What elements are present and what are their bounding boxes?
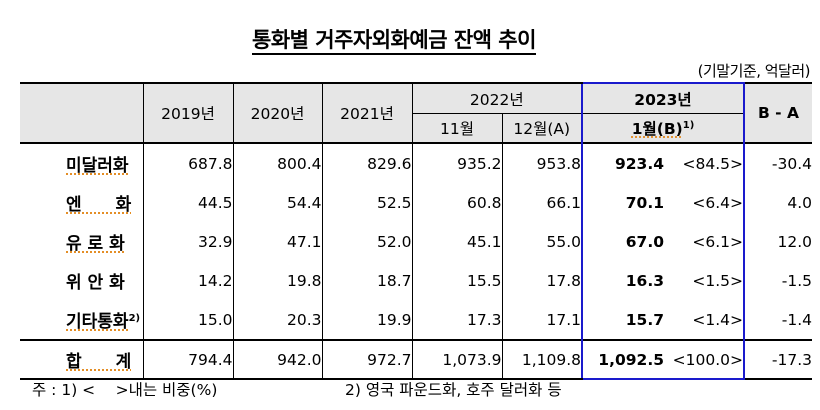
cell-2020: 47.1 xyxy=(232,222,322,261)
cell-dec-2022: 17.8 xyxy=(501,261,582,300)
cell-diff: -30.4 xyxy=(743,142,812,183)
header-nov-2022: 11월 xyxy=(411,113,502,143)
cell-2021: 19.9 xyxy=(321,300,412,340)
row-label: 기타통화2) xyxy=(66,312,141,332)
cell-diff: -17.3 xyxy=(743,339,812,380)
cell-2019: 44.5 xyxy=(142,183,233,222)
table-row: 위 안 화 14.2 19.8 18.7 15.5 17.8 16.3 <1.5… xyxy=(20,261,812,300)
header-2020: 2020년 xyxy=(232,82,322,143)
cell-nov-2022: 15.5 xyxy=(411,261,502,300)
cell-2020: 800.4 xyxy=(232,142,322,183)
cell-2019: 15.0 xyxy=(142,300,233,340)
row-label: 엔 화 xyxy=(66,195,132,215)
cell-share: <1.4> xyxy=(664,300,745,340)
cell-diff: -1.5 xyxy=(743,261,812,300)
cell-nov-2022: 60.8 xyxy=(411,183,502,222)
footnote-2: 2) 영국 파운드화, 호주 달러화 등 xyxy=(345,381,562,399)
cell-2021: 52.0 xyxy=(321,222,412,261)
cell-2020: 20.3 xyxy=(232,300,322,340)
cell-dec-2022: 55.0 xyxy=(501,222,582,261)
cell-diff: 4.0 xyxy=(743,183,812,222)
header-2023: 2023년 xyxy=(581,82,745,114)
page-title: 통화별 거주자외화예금 잔액 추이 xyxy=(252,27,536,55)
cell-nov-2022: 45.1 xyxy=(411,222,502,261)
cell-share: <84.5> xyxy=(664,142,745,183)
cell-2021: 52.5 xyxy=(321,183,412,222)
row-label: 합 계 xyxy=(20,339,143,380)
table-row: 미달러화 687.8 800.4 829.6 935.2 953.8 923.4… xyxy=(20,142,812,183)
cell-jan-2023: 923.4 xyxy=(581,142,664,183)
cell-jan-2023: 15.7 xyxy=(581,300,664,340)
cell-2020: 942.0 xyxy=(232,339,322,380)
cell-share: <6.1> xyxy=(664,222,745,261)
header-2019: 2019년 xyxy=(142,82,233,143)
cell-2019: 794.4 xyxy=(142,339,233,380)
table-row: 유 로 화 32.9 47.1 52.0 45.1 55.0 67.0 <6.1… xyxy=(20,222,812,261)
cell-jan-2023: 1,092.5 xyxy=(581,339,664,380)
header-2021: 2021년 xyxy=(321,82,412,143)
table-row: 기타통화2) 15.0 20.3 19.9 17.3 17.1 15.7 <1.… xyxy=(20,300,812,340)
unit-label: (기말기준, 억달러) xyxy=(697,62,811,80)
cell-nov-2022: 935.2 xyxy=(411,142,502,183)
total-row: 합 계 794.4 942.0 972.7 1,073.9 1,109.8 1,… xyxy=(20,339,812,380)
cell-jan-2023: 67.0 xyxy=(581,222,664,261)
header-2022: 2022년 xyxy=(411,82,582,114)
cell-2020: 54.4 xyxy=(232,183,322,222)
cell-dec-2022: 953.8 xyxy=(501,142,582,183)
cell-nov-2022: 1,073.9 xyxy=(411,339,502,380)
cell-2019: 14.2 xyxy=(142,261,233,300)
cell-2019: 32.9 xyxy=(142,222,233,261)
header-dec-2022: 12월(A) xyxy=(501,113,582,143)
cell-share: <6.4> xyxy=(664,183,745,222)
cell-diff: 12.0 xyxy=(743,222,812,261)
cell-jan-2023: 70.1 xyxy=(581,183,664,222)
cell-diff: -1.4 xyxy=(743,300,812,340)
cell-share: <100.0> xyxy=(664,339,745,380)
row-label: 미달러화 xyxy=(20,142,143,183)
cell-dec-2022: 1,109.8 xyxy=(501,339,582,380)
table-row: 엔 화 44.5 54.4 52.5 60.8 66.1 70.1 <6.4> … xyxy=(20,183,812,222)
cell-2019: 687.8 xyxy=(142,142,233,183)
footnote-1: 주 : 1) < >내는 비중(%) xyxy=(32,381,218,399)
cell-share: <1.5> xyxy=(664,261,745,300)
cell-2020: 19.8 xyxy=(232,261,322,300)
row-label: 유 로 화 xyxy=(66,234,125,254)
cell-nov-2022: 17.3 xyxy=(411,300,502,340)
row-label: 위 안 화 xyxy=(66,273,125,293)
header-diff: B - A xyxy=(743,82,812,143)
deposit-table: 2019년 2020년 2021년 2022년 2023년 B - A 11월 … xyxy=(20,82,812,380)
header-jan-2023: 1월(B)1) xyxy=(581,113,745,143)
header-blank xyxy=(20,82,143,143)
cell-2021: 18.7 xyxy=(321,261,412,300)
cell-2021: 972.7 xyxy=(321,339,412,380)
cell-jan-2023: 16.3 xyxy=(581,261,664,300)
cell-dec-2022: 17.1 xyxy=(501,300,582,340)
cell-2021: 829.6 xyxy=(321,142,412,183)
cell-dec-2022: 66.1 xyxy=(501,183,582,222)
